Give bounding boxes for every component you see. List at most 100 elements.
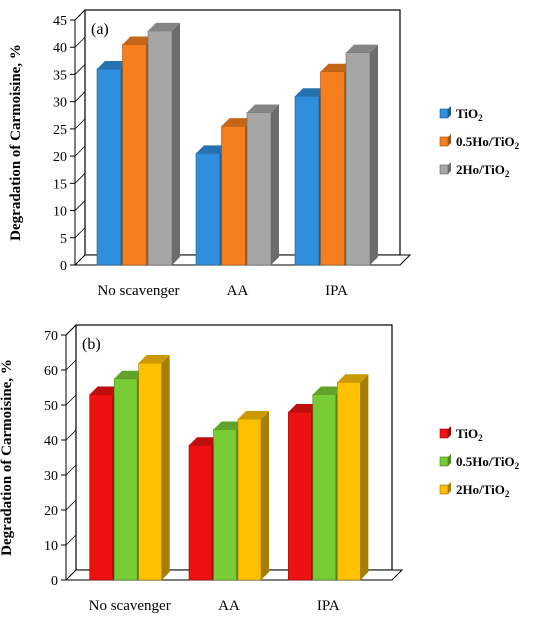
bar-2ho-tio2-ipa: [345, 44, 378, 266]
legend-label: 2Ho/TiO2: [456, 482, 510, 499]
bar-2ho-tio2-aa: [246, 104, 279, 266]
legend-label: TiO2: [456, 426, 483, 443]
legend-label: 0.5Ho/TiO2: [456, 134, 520, 151]
legend-label: TiO2: [456, 106, 483, 123]
panel-label: (a): [91, 21, 109, 38]
bar-side: [161, 355, 170, 580]
bar-front: [213, 429, 237, 581]
y-tick-depth: [65, 394, 77, 406]
bar-top: [97, 61, 129, 69]
bar-front: [288, 411, 312, 581]
legend-entry-2ho-tio2: 2Ho/TiO2: [439, 162, 510, 179]
y-tick-label: 35: [53, 68, 67, 83]
legend-swatch-side: [448, 134, 451, 146]
x-category-label: IPA: [325, 283, 348, 299]
y-tick-label: 10: [44, 539, 58, 554]
bar-front: [345, 52, 371, 266]
bar-front: [237, 418, 262, 581]
y-tick-label: 0: [60, 259, 67, 274]
y-tick-label: 45: [53, 14, 67, 29]
legend-swatch: [439, 108, 449, 119]
bar-top: [247, 104, 279, 113]
y-tick-depth: [65, 499, 77, 511]
bar-top: [114, 370, 146, 379]
y-tick-depth: [65, 359, 77, 371]
y-tick-depth: [74, 145, 86, 157]
y-tick-depth: [65, 534, 77, 546]
x-category-label: IPA: [317, 598, 340, 614]
bar-front: [147, 30, 173, 266]
bar-front: [122, 44, 147, 266]
bar-2ho-tio2-no-scavenger: [138, 355, 170, 581]
bar-side: [271, 104, 279, 265]
y-tick-depth: [65, 569, 77, 581]
bar-side: [360, 374, 369, 580]
y-tick-label: 50: [44, 399, 58, 414]
legend-entry-0-5ho-tio2: 0.5Ho/TiO2: [439, 134, 520, 151]
y-tick-label: 20: [44, 504, 58, 519]
bar-top: [288, 404, 320, 412]
y-tick-depth: [74, 64, 86, 75]
bar-top: [189, 437, 220, 446]
y-axis-title: Degradation of Carmoisine, %: [8, 44, 24, 241]
legend-swatch: [439, 456, 449, 467]
legend-swatch: [439, 484, 449, 495]
legend-label: 0.5Ho/TiO2: [456, 454, 520, 471]
legend-entry-tio2: TiO2: [439, 426, 483, 443]
y-tick-label: 30: [44, 469, 58, 484]
bar-2ho-tio2-no-scavenger: [147, 22, 180, 266]
legend-entry-0-5ho-tio2: 0.5Ho/TiO2: [439, 454, 520, 471]
y-tick-label: 10: [53, 205, 67, 220]
y-tick-depth: [74, 227, 86, 239]
bar-top: [238, 411, 269, 419]
x-category-label: AA: [218, 598, 240, 614]
x-category-label: No scavenger: [89, 598, 171, 614]
legend-swatch-side: [448, 454, 451, 466]
chart-panel-a: 0 5 10 15 20 25 30 35 40 45 No scavenger AA IPA Degra…: [8, 9, 520, 299]
y-tick-label: 20: [53, 150, 67, 165]
bar-2ho-tio2-aa: [237, 411, 269, 581]
y-tick-label: 15: [53, 177, 67, 192]
bar-front: [320, 71, 345, 266]
y-axis-title: Degradation of Carmoisine, %: [0, 359, 15, 556]
legend-swatch-side: [448, 482, 451, 494]
legend-label: 2Ho/TiO2: [456, 162, 510, 179]
bar-top: [122, 36, 155, 45]
legend-entry-2ho-tio2: 2Ho/TiO2: [439, 482, 510, 499]
bar-top: [213, 421, 245, 430]
chart-panel-b: 0 10 20 30 40 50 60 70 No scavenger AA IPA Degradat…: [0, 324, 520, 614]
y-tick-depth: [74, 118, 86, 130]
y-tick-depth: [74, 200, 86, 211]
bar-front: [138, 362, 162, 581]
legend-swatch: [439, 428, 449, 439]
bar-top: [320, 63, 353, 72]
bar-front: [294, 95, 320, 266]
bar-front: [96, 68, 122, 266]
y-tick-depth: [65, 429, 77, 441]
y-tick-depth: [74, 9, 86, 21]
bar-top: [89, 386, 121, 395]
bar-top: [337, 374, 369, 383]
y-tick-depth: [74, 173, 86, 184]
bar-side: [261, 411, 269, 580]
legend-swatch-side: [448, 426, 451, 438]
bar-top: [221, 118, 254, 127]
bar-front: [89, 394, 113, 581]
x-category-label: No scavenger: [97, 283, 179, 299]
legend-swatch-side: [448, 106, 451, 118]
y-tick-label: 0: [51, 574, 58, 589]
bar-front: [337, 381, 361, 581]
y-tick-label: 40: [53, 41, 67, 56]
bar-front: [221, 125, 246, 266]
bar-2ho-tio2-ipa: [337, 374, 369, 581]
bar-top: [196, 145, 228, 154]
bar-side: [370, 44, 378, 265]
y-tick-depth: [74, 91, 86, 102]
y-tick-label: 70: [44, 329, 58, 344]
y-tick-depth: [65, 464, 77, 476]
bar-front: [312, 394, 337, 581]
y-tick-label: 40: [44, 434, 58, 449]
legend-swatch: [439, 136, 449, 147]
legend-entry-tio2: TiO2: [439, 106, 483, 123]
bar-top: [148, 22, 180, 31]
